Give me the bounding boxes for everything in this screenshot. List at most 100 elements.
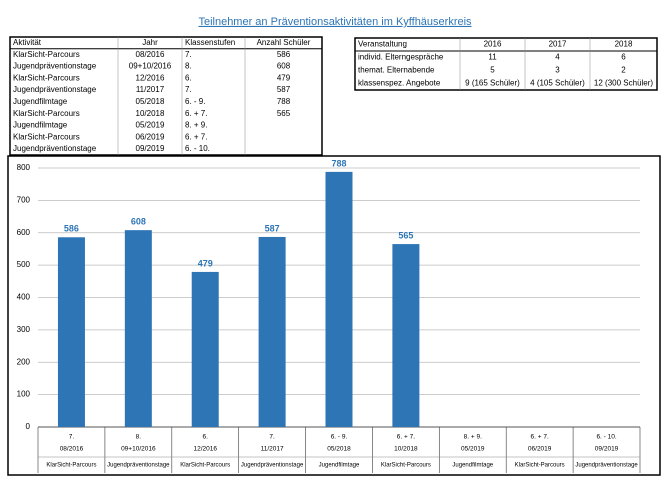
table-cell: 479 [277, 73, 291, 82]
y-tick-label: 600 [17, 228, 31, 237]
table-header-cell: Veranstaltung [358, 40, 407, 49]
table-cell: 7. [185, 85, 192, 94]
table-cell: 2 [621, 66, 626, 75]
table-cell: 9 (165 Schüler) [465, 79, 520, 88]
page-title: Teilnehmer an Präventionsaktivitäten im … [198, 16, 472, 28]
y-tick-label: 700 [17, 195, 31, 204]
table-cell: 4 [555, 53, 560, 62]
table-cell: 8. [185, 62, 192, 71]
table-cell: 05/2018 [136, 97, 165, 106]
x-tick-label-activity: Jugendpräventionstage [575, 463, 638, 469]
table-cell: 11 [488, 53, 497, 62]
x-tick-label-class: 6. - 9. [331, 434, 348, 441]
x-tick-label-activity: KlarSicht-Parcours [381, 463, 431, 469]
table-cell: KlarSicht-Parcours [13, 50, 80, 59]
table-cell: 6. + 7. [185, 132, 207, 141]
table-cell: KlarSicht-Parcours [13, 132, 80, 141]
table-cell: 6. - 10. [185, 144, 210, 153]
table-cell: 608 [277, 62, 291, 71]
y-tick-label: 800 [17, 163, 31, 172]
table-cell: 6. [185, 73, 192, 82]
bar [57, 237, 85, 427]
data-label: 788 [331, 158, 346, 168]
table-cell: 586 [277, 50, 291, 59]
x-tick-label: 06/2019 [528, 446, 552, 453]
table-cell: 788 [277, 97, 291, 106]
table-header-cell: 2018 [615, 40, 633, 49]
table-cell: 05/2019 [136, 121, 165, 130]
table-cell: 7. [185, 50, 192, 59]
table-header-cell: Jahr [142, 38, 158, 47]
table-cell: 6 [621, 53, 626, 62]
y-tick-label: 200 [17, 357, 31, 366]
table-cell: 8. + 9. [185, 121, 207, 130]
table-cell: 06/2019 [136, 132, 165, 141]
table-cell: 12 (300 Schüler) [594, 79, 653, 88]
table-cell: Jugendfilmtage [13, 97, 68, 106]
x-tick-label-class: 8. [136, 434, 142, 441]
table-header-cell: Anzahl Schüler [257, 38, 311, 47]
table-cell: klassenspez. Angebote [358, 79, 441, 88]
data-label: 587 [265, 223, 280, 233]
x-tick-label-activity: Jugendfilmtage [452, 463, 493, 469]
table-border [9, 36, 323, 156]
x-tick-label-activity: KlarSicht-Parcours [180, 463, 230, 469]
table-cell: 5 [490, 66, 495, 75]
x-tick-label-class: 6. [203, 434, 209, 441]
table-cell: 4 (105 Schüler) [530, 79, 585, 88]
y-tick-label: 400 [17, 293, 31, 302]
table-cell: themat. Elternabende [358, 66, 435, 75]
x-tick-label-activity: KlarSicht-Parcours [46, 463, 96, 469]
x-tick-label-activity: Jugendpräventionstage [241, 463, 304, 469]
x-tick-label: 12/2016 [193, 446, 217, 453]
x-tick-label-activity: KlarSicht-Parcours [515, 463, 565, 469]
y-tick-label: 500 [17, 260, 31, 269]
chart-border [7, 155, 661, 476]
x-tick-label: 09+10/2016 [121, 446, 156, 453]
x-tick-label: 05/2018 [327, 446, 351, 453]
table-cell: individ. Elterngespräche [358, 53, 444, 62]
table-border [354, 37, 658, 91]
data-label: 608 [131, 217, 146, 227]
bar [258, 236, 286, 427]
bar [325, 171, 353, 427]
y-tick-label: 300 [17, 325, 31, 334]
x-tick-label-class: 6. - 10. [596, 434, 616, 441]
x-tick-label: 05/2019 [461, 446, 485, 453]
table-cell: 09/2019 [136, 144, 165, 153]
data-label: 586 [64, 224, 79, 234]
x-tick-label-class: 7. [69, 434, 75, 441]
table-cell: 3 [555, 66, 560, 75]
table-cell: Jugendpräventionstage [13, 62, 97, 71]
table-cell: KlarSicht-Parcours [13, 109, 80, 118]
x-tick-label: 10/2018 [394, 446, 418, 453]
table-cell: 6. + 7. [185, 109, 207, 118]
table-cell: 10/2018 [136, 109, 165, 118]
table-cell: Jugendpräventionstage [13, 85, 97, 94]
y-tick-label: 100 [17, 390, 31, 399]
table-cell: 6. - 9. [185, 97, 205, 106]
bar [191, 271, 219, 427]
table-header-cell: Klassenstufen [185, 38, 235, 47]
x-tick-label: 09/2019 [595, 446, 619, 453]
table-cell: 587 [277, 85, 291, 94]
table-cell: 565 [277, 109, 291, 118]
table-cell: Jugendfilmtage [13, 121, 68, 130]
table-cell: KlarSicht-Parcours [13, 73, 80, 82]
data-label: 479 [198, 258, 213, 268]
x-tick-label-activity: Jugendpräventionstage [107, 463, 170, 469]
table-cell: 08/2016 [136, 50, 165, 59]
table-header-cell: 2016 [484, 40, 502, 49]
x-tick-label-activity: Jugendfilmtage [319, 463, 360, 469]
x-tick-label: 08/2016 [60, 446, 84, 453]
table-header-cell: Aktivität [13, 38, 42, 47]
y-tick-label: 0 [26, 422, 31, 431]
table-cell: 12/2016 [136, 73, 165, 82]
x-tick-label-class: 8. + 9. [464, 434, 482, 441]
x-tick-label: 11/2017 [261, 446, 284, 453]
bar [392, 244, 420, 427]
table-cell: Jugendpräventionstage [13, 144, 97, 153]
x-tick-label-class: 7. [269, 434, 275, 441]
